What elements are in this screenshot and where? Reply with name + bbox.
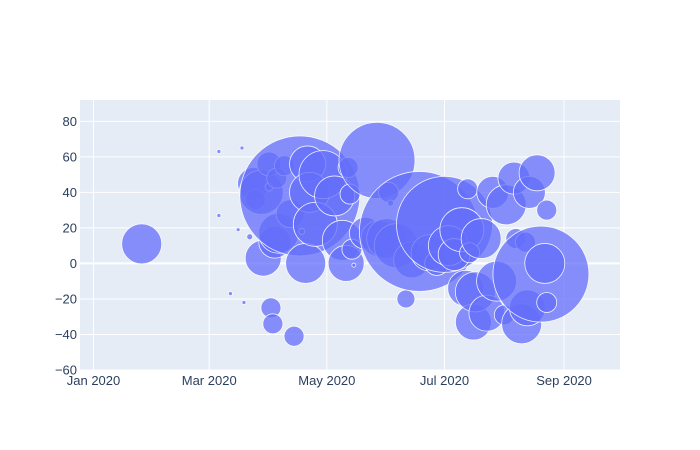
bubble-point xyxy=(396,289,416,309)
bubble-point xyxy=(524,243,566,284)
y-tick-label: −60 xyxy=(55,363,77,378)
axis-ticks: −60 −40 −20 0 20 40 60 80 Jan 2020 Mar 2020 May 20… xyxy=(55,114,592,388)
bubble-point xyxy=(216,213,222,218)
bubble-point xyxy=(536,292,558,313)
bubble-point xyxy=(457,178,479,200)
bubble-point xyxy=(121,223,163,265)
x-tick-label: May 2020 xyxy=(298,373,355,388)
bubble-point xyxy=(246,233,254,241)
y-tick-label: −20 xyxy=(55,291,77,306)
bubble-point xyxy=(228,291,233,297)
x-tick-label: Jan 2020 xyxy=(67,373,121,388)
bubble-series xyxy=(121,121,590,347)
x-tick-label: Mar 2020 xyxy=(182,373,237,388)
bubble-point xyxy=(235,227,241,233)
y-tick-label: 60 xyxy=(63,149,77,164)
plot-clip xyxy=(121,121,590,347)
bubble-point xyxy=(460,218,502,259)
bubble-point xyxy=(285,243,327,284)
y-tick-label: 40 xyxy=(63,185,77,200)
x-tick-label: Jul 2020 xyxy=(420,373,469,388)
bubble-point xyxy=(216,149,222,154)
bubble-point xyxy=(518,154,556,192)
bubble-point xyxy=(283,325,305,347)
bubble-point xyxy=(262,313,284,335)
bubble-point xyxy=(241,300,247,305)
bubble-point xyxy=(239,145,245,151)
bubble-point xyxy=(351,262,357,268)
y-tick-label: 0 xyxy=(70,256,77,271)
bubble-point xyxy=(536,199,558,221)
y-tick-label: −40 xyxy=(55,327,77,342)
y-tick-label: 20 xyxy=(63,220,77,235)
x-tick-label: Sep 2020 xyxy=(536,373,592,388)
y-tick-label: 80 xyxy=(63,114,77,129)
